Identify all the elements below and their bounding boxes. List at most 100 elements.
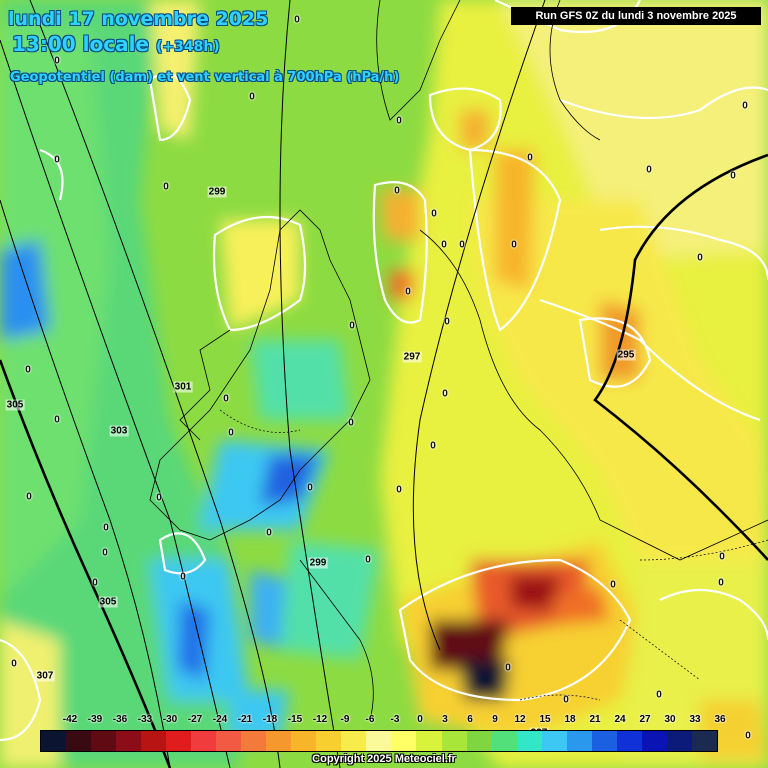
scale-tick-label: 27 bbox=[639, 714, 651, 725]
geopotential-label: 305 bbox=[98, 596, 118, 608]
scale-swatch bbox=[391, 731, 417, 751]
scale-tick-label: -36 bbox=[112, 714, 128, 725]
scale-tick-label: 3 bbox=[442, 714, 448, 725]
time-title: 13:00 locale (+348h) bbox=[12, 32, 220, 56]
geopotential-label: 307 bbox=[35, 670, 55, 682]
vertical-wind-label: 0 bbox=[54, 154, 60, 166]
scale-tick-label: 24 bbox=[614, 714, 626, 725]
vertical-wind-label: 0 bbox=[527, 152, 533, 164]
vertical-wind-label: 0 bbox=[54, 55, 60, 67]
vertical-wind-label: 0 bbox=[102, 547, 108, 559]
vertical-wind-label: 0 bbox=[742, 100, 748, 112]
vertical-wind-label: 0 bbox=[156, 492, 162, 504]
parameter-title: Geopotentiel (dam) et vent vertical à 70… bbox=[10, 70, 400, 85]
geopotential-label: 303 bbox=[109, 425, 129, 437]
run-info-box: Run GFS 0Z du lundi 3 novembre 2025 bbox=[511, 7, 761, 25]
vertical-wind-label: 0 bbox=[505, 662, 511, 674]
vertical-wind-label: 0 bbox=[405, 286, 411, 298]
scale-swatch bbox=[666, 731, 692, 751]
scale-swatch bbox=[641, 731, 667, 751]
vertical-wind-label: 0 bbox=[745, 730, 751, 742]
vertical-wind-label: 0 bbox=[180, 571, 186, 583]
vertical-wind-label: 0 bbox=[26, 491, 32, 503]
vertical-wind-label: 0 bbox=[697, 252, 703, 264]
scale-swatch bbox=[116, 731, 142, 751]
scale-tick-label: -30 bbox=[162, 714, 178, 725]
geopotential-label: 299 bbox=[308, 557, 328, 569]
scale-tick-label: -42 bbox=[62, 714, 78, 725]
vertical-wind-label: 0 bbox=[54, 414, 60, 426]
scale-swatch bbox=[141, 731, 167, 751]
vertical-wind-label: 0 bbox=[646, 164, 652, 176]
scale-swatch bbox=[41, 731, 67, 751]
scale-tick-label: 12 bbox=[514, 714, 526, 725]
scale-swatch bbox=[566, 731, 592, 751]
vertical-wind-label: 0 bbox=[25, 364, 31, 376]
vertical-wind-label: 0 bbox=[228, 427, 234, 439]
local-time: 13:00 locale bbox=[12, 32, 149, 56]
scale-swatch bbox=[341, 731, 367, 751]
scale-swatch bbox=[366, 731, 392, 751]
scale-ticks: -42 -39 -36 -33 -30 -27 -24 -21 -18 -15 -12 -9 -6 -3 0… bbox=[40, 714, 726, 728]
scale-swatch bbox=[516, 731, 542, 751]
coastlines bbox=[149, 0, 768, 721]
scale-swatch bbox=[66, 731, 92, 751]
geopotential-label: 297 bbox=[402, 351, 422, 363]
scale-swatch bbox=[191, 731, 217, 751]
date-title: lundi 17 novembre 2025 bbox=[8, 8, 269, 30]
vertical-wind-label: 0 bbox=[394, 185, 400, 197]
scale-tick-label: -27 bbox=[187, 714, 203, 725]
vertical-wind-label: 0 bbox=[431, 208, 437, 220]
scale-swatch bbox=[216, 731, 242, 751]
vertical-wind-label: 0 bbox=[610, 579, 616, 591]
lead-time: (+348h) bbox=[155, 39, 220, 55]
scale-tick-label: -15 bbox=[287, 714, 303, 725]
vertical-wind-label: 0 bbox=[444, 316, 450, 328]
vertical-wind-label: 0 bbox=[92, 577, 98, 589]
scale-tick-label: -33 bbox=[137, 714, 153, 725]
vertical-wind-label: 0 bbox=[718, 577, 724, 589]
scale-tick-label: -21 bbox=[237, 714, 253, 725]
vertical-wind-label: 0 bbox=[249, 91, 255, 103]
scale-tick-label: -18 bbox=[262, 714, 278, 725]
scale-swatch bbox=[416, 731, 442, 751]
scale-tick-label: 21 bbox=[589, 714, 601, 725]
vertical-wind-label: 0 bbox=[441, 239, 447, 251]
scale-tick-label: 18 bbox=[564, 714, 576, 725]
vertical-wind-label: 0 bbox=[223, 393, 229, 405]
scale-swatch bbox=[316, 731, 342, 751]
scale-tick-label: 9 bbox=[492, 714, 498, 725]
geopotential-label: 305 bbox=[5, 399, 25, 411]
scale-swatch bbox=[491, 731, 517, 751]
vertical-wind-label: 0 bbox=[730, 170, 736, 182]
vertical-wind-label: 0 bbox=[396, 484, 402, 496]
vertical-wind-label: 0 bbox=[348, 417, 354, 429]
scale-swatch bbox=[91, 731, 117, 751]
scale-swatch bbox=[616, 731, 642, 751]
scale-tick-label: 30 bbox=[664, 714, 676, 725]
scale-tick-label: 15 bbox=[539, 714, 551, 725]
copyright: Copyright 2025 Meteociel.fr bbox=[312, 753, 456, 765]
vertical-wind-label: 0 bbox=[430, 440, 436, 452]
scale-tick-label: 36 bbox=[714, 714, 726, 725]
vertical-wind-label: 0 bbox=[442, 388, 448, 400]
scale-tick-label: 33 bbox=[689, 714, 701, 725]
vertical-wind-label: 0 bbox=[511, 239, 517, 251]
scale-tick-label: -12 bbox=[312, 714, 328, 725]
scale-swatch bbox=[691, 731, 717, 751]
scale-swatch bbox=[241, 731, 267, 751]
vertical-wind-label: 0 bbox=[11, 658, 17, 670]
scale-tick-label: 0 bbox=[417, 714, 423, 725]
vertical-wind-label: 0 bbox=[163, 181, 169, 193]
vertical-wind-label: 0 bbox=[459, 239, 465, 251]
vertical-wind-label: 0 bbox=[365, 554, 371, 566]
vertical-wind-label: 0 bbox=[103, 522, 109, 534]
scale-swatch bbox=[466, 731, 492, 751]
scale-tick-label: -39 bbox=[87, 714, 103, 725]
geopotential-label: 295 bbox=[616, 349, 636, 361]
scale-swatch bbox=[266, 731, 292, 751]
vertical-wind-label: 0 bbox=[266, 527, 272, 539]
